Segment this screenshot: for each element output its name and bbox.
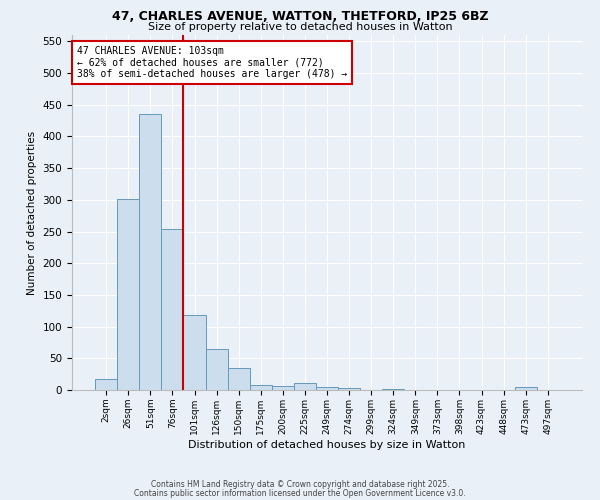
Y-axis label: Number of detached properties: Number of detached properties [27, 130, 37, 294]
Bar [206, 350, 227, 390]
Bar [515, 387, 537, 390]
Bar [227, 368, 250, 390]
Text: Size of property relative to detached houses in Watton: Size of property relative to detached ho… [148, 22, 452, 32]
Bar [184, 314, 206, 390]
Bar [382, 388, 404, 390]
Bar [95, 378, 117, 390]
Text: Contains public sector information licensed under the Open Government Licence v3: Contains public sector information licen… [134, 488, 466, 498]
Bar [294, 383, 316, 390]
Bar [117, 198, 139, 390]
Bar [272, 386, 294, 390]
Text: 47, CHARLES AVENUE, WATTON, THETFORD, IP25 6BZ: 47, CHARLES AVENUE, WATTON, THETFORD, IP… [112, 10, 488, 23]
X-axis label: Distribution of detached houses by size in Watton: Distribution of detached houses by size … [188, 440, 466, 450]
Bar [161, 229, 184, 390]
Bar [338, 388, 360, 390]
Text: 47 CHARLES AVENUE: 103sqm
← 62% of detached houses are smaller (772)
38% of semi: 47 CHARLES AVENUE: 103sqm ← 62% of detac… [77, 46, 347, 79]
Bar [139, 114, 161, 390]
Bar [316, 387, 338, 390]
Text: Contains HM Land Registry data © Crown copyright and database right 2025.: Contains HM Land Registry data © Crown c… [151, 480, 449, 489]
Bar [250, 385, 272, 390]
